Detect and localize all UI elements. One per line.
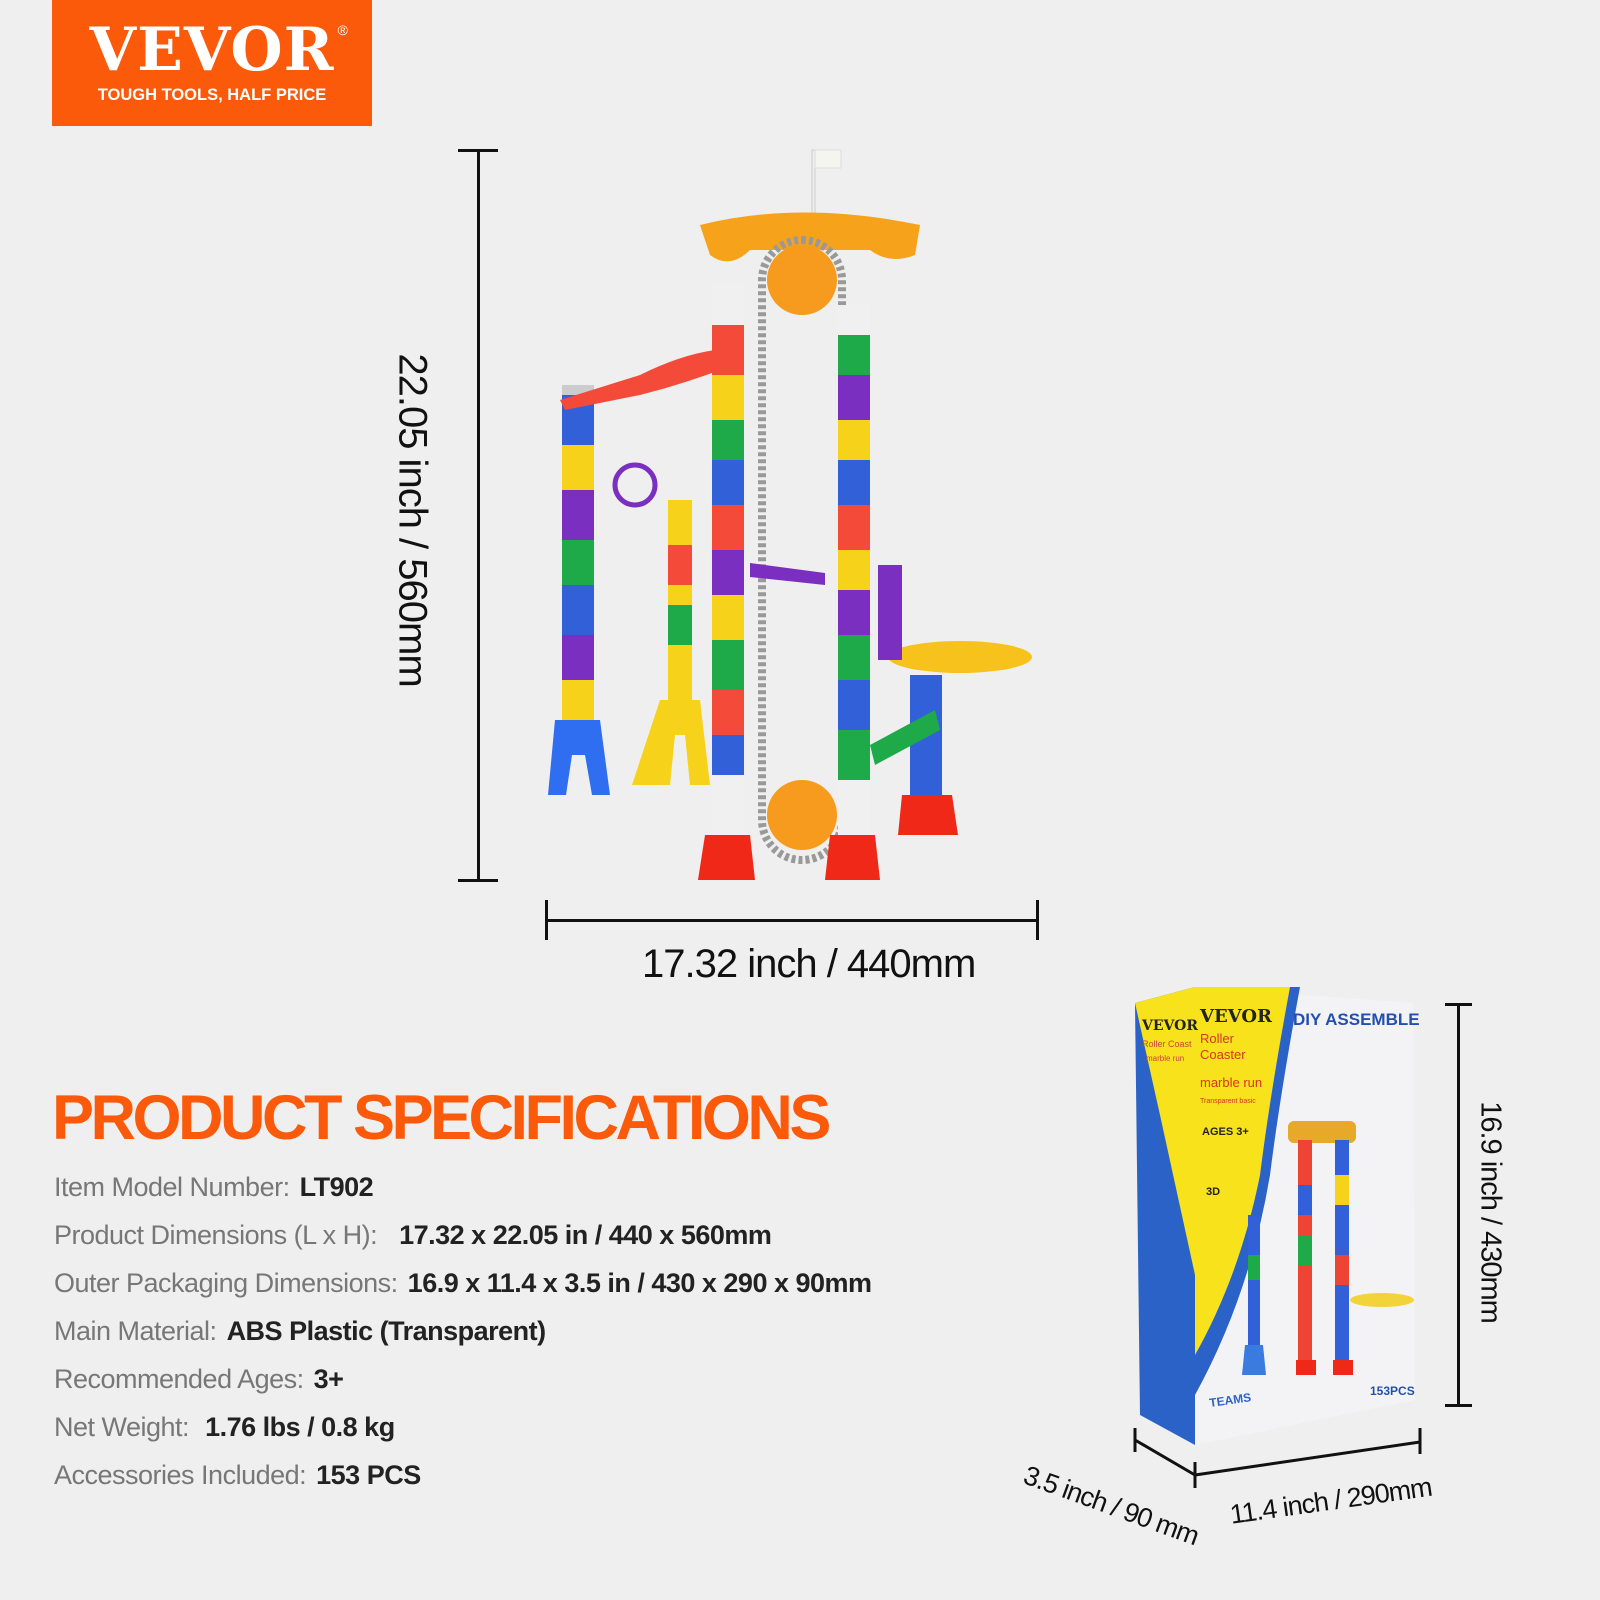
spec-row-weight: Net Weight: 1.76 lbs / 0.8 kg (54, 1412, 872, 1460)
right-purple-top (878, 565, 902, 660)
specifications-list: Item Model Number: LT902 Product Dimensio… (54, 1172, 872, 1508)
width-dimension-label: 17.32 inch / 440mm (642, 942, 976, 986)
box-side-yellow (1135, 987, 1195, 1275)
spec-label: Accessories Included: (54, 1460, 307, 1490)
box-side-title: Roller Coast (1142, 1039, 1192, 1049)
chain-belt (758, 236, 846, 864)
box-height-cap-top (1445, 1003, 1472, 1006)
box-front-yellow (1195, 987, 1290, 1355)
box-ages: AGES 3+ (1202, 1126, 1249, 1138)
height-dimension-cap-top (458, 149, 498, 152)
spec-row-packaging: Outer Packaging Dimensions: 16.9 x 11.4 x… (54, 1268, 872, 1316)
box-3d-model: 3D (1206, 1186, 1220, 1198)
spec-row-dimensions: Product Dimensions (L x H): 17.32 x 22.05… (54, 1220, 872, 1268)
box-side-sub: marble run (1146, 1054, 1184, 1063)
spec-value: 16.9 x 11.4 x 3.5 in / 430 x 290 x 90mm (407, 1268, 872, 1298)
top-gear (767, 245, 837, 315)
box-title-marble-run: marble run (1200, 1075, 1262, 1090)
tall-left-column (698, 285, 755, 880)
vevor-logo: VEVOR ® TOUGH TOOLS, HALF PRICE (52, 0, 372, 126)
red-slide (560, 350, 720, 410)
spec-label: Recommended Ages: (54, 1364, 304, 1394)
yellow-funnel (888, 641, 1032, 673)
spec-row-ages: Recommended Ages: 3+ (54, 1364, 872, 1412)
marble-run-product-image (548, 149, 1032, 880)
spec-value: 17.32 x 22.05 in / 440 x 560mm (399, 1220, 772, 1250)
box-height-dimension-line (1457, 1004, 1460, 1406)
spec-label: Outer Packaging Dimensions: (54, 1268, 398, 1298)
spec-value: 1.76 lbs / 0.8 kg (205, 1412, 395, 1442)
height-dimension-line (477, 150, 480, 882)
spec-label: Net Weight: (54, 1412, 190, 1442)
logo-brand: VEVOR (89, 15, 335, 85)
box-base-dimension-lines (1133, 1428, 1422, 1488)
spec-value: LT902 (299, 1172, 374, 1202)
box-height-dimension-label: 16.9 inch / 430mm (1474, 1101, 1507, 1323)
water-wheel (612, 462, 658, 508)
box-product-platform (1288, 1121, 1356, 1143)
flag (811, 149, 842, 221)
spec-row-material: Main Material: ABS Plastic (Transparent) (54, 1316, 872, 1364)
spec-label: Main Material: (54, 1316, 217, 1346)
box-title-roller: Roller (1200, 1031, 1235, 1046)
spec-row-model: Item Model Number: LT902 (54, 1172, 872, 1220)
box-pieces: 153PCS (1370, 1384, 1415, 1398)
packaging-box-image: VEVOR Roller Coast marble run VEVOR Roll… (1135, 987, 1420, 1445)
width-dimension-cap-left (545, 900, 548, 940)
spec-label: Item Model Number: (54, 1172, 290, 1202)
purple-step (750, 563, 825, 585)
width-dimension-line (545, 919, 1039, 922)
right-base (898, 795, 958, 835)
box-headline: DIY ASSEMBLE (1293, 1010, 1420, 1029)
box-title-coaster: Coaster (1200, 1047, 1246, 1062)
box-series: TEAMS (1208, 1390, 1252, 1410)
logo-tagline: TOUGH TOOLS, HALF PRICE (97, 86, 327, 104)
width-dimension-cap-right (1036, 900, 1039, 940)
spec-label: Product Dimensions (L x H): (54, 1220, 378, 1250)
box-subtitle: Transparent basic (1200, 1098, 1256, 1105)
middle-column (632, 500, 710, 785)
box-front-blue (1195, 987, 1300, 1395)
specifications-title: PRODUCT SPECIFICATIONS (52, 1083, 831, 1153)
left-column (548, 385, 610, 795)
spec-value: 3+ (313, 1364, 344, 1394)
spec-row-accessories: Accessories Included: 153 PCS (54, 1460, 872, 1508)
spec-value: ABS Plastic (Transparent) (226, 1316, 547, 1346)
bottom-gear (767, 780, 837, 850)
logo-registered: ® (337, 22, 348, 38)
height-dimension-cap-bottom (458, 879, 498, 882)
spec-value: 153 PCS (316, 1460, 421, 1490)
box-brand: VEVOR (1199, 1006, 1273, 1027)
height-dimension-label: 22.05 inch / 560mm (390, 353, 435, 687)
tall-right-column (825, 305, 880, 880)
box-side-brand: VEVOR (1141, 1018, 1198, 1034)
box-height-cap-bottom (1445, 1404, 1472, 1407)
green-chute (870, 710, 940, 765)
